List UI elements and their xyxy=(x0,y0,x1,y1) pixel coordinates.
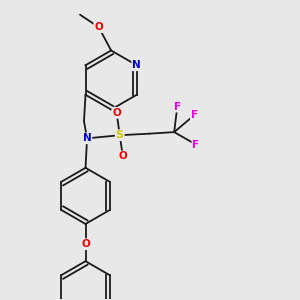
Text: O: O xyxy=(118,152,127,161)
Text: O: O xyxy=(94,22,103,32)
Text: N: N xyxy=(83,133,92,143)
Text: O: O xyxy=(112,108,121,118)
Text: O: O xyxy=(81,239,90,249)
Text: F: F xyxy=(174,102,181,112)
Text: F: F xyxy=(192,140,200,150)
Text: N: N xyxy=(132,60,141,70)
Text: S: S xyxy=(116,130,124,140)
Text: F: F xyxy=(191,110,198,120)
